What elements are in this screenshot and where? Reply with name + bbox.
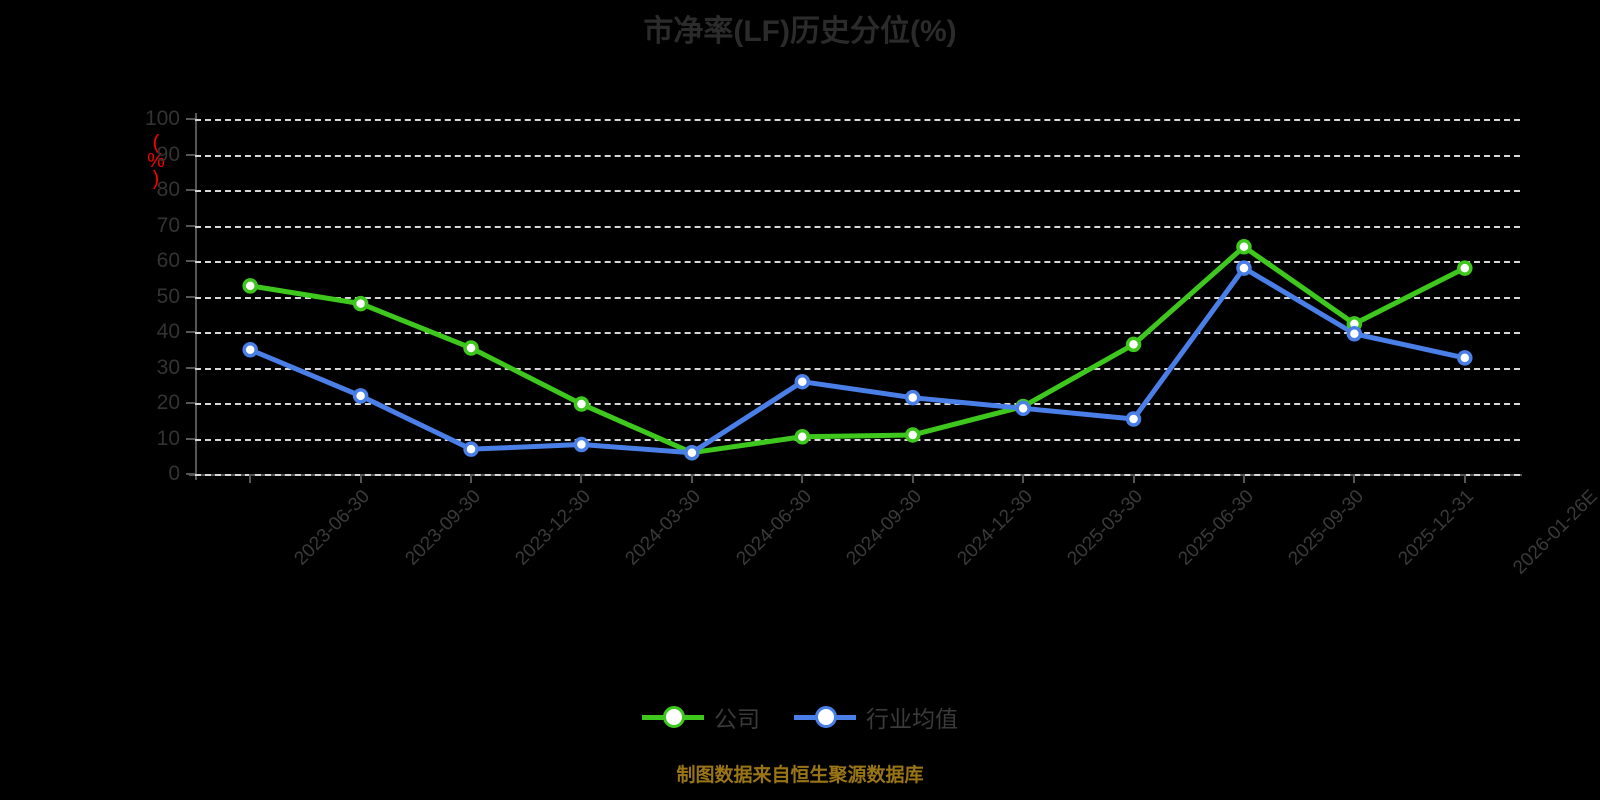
x-tick-mark-2023-09-30 bbox=[359, 474, 362, 483]
y-tick-mark-40 bbox=[186, 331, 196, 333]
y-tick-mark-80 bbox=[186, 189, 196, 191]
x-tick-mark-2025-03-30 bbox=[1022, 474, 1025, 483]
y-tick-mark-100 bbox=[186, 118, 196, 120]
gridline-60 bbox=[195, 261, 1520, 263]
x-tick-mark-2023-06-30 bbox=[249, 474, 252, 483]
chart-title: 市净率(LF)历史分位(%) bbox=[643, 15, 957, 48]
gridline-20 bbox=[195, 403, 1520, 405]
x-tick-mark-2026-01-26E bbox=[1463, 474, 1466, 483]
y-tick-mark-10 bbox=[186, 437, 196, 440]
gridline-30 bbox=[195, 367, 1520, 370]
data-point-marker[interactable] bbox=[1457, 260, 1473, 276]
data-point-marker[interactable] bbox=[794, 428, 811, 445]
data-point-marker[interactable] bbox=[794, 373, 811, 390]
y-tick-label-20: 20 bbox=[156, 391, 180, 414]
data-point-marker[interactable] bbox=[573, 396, 590, 412]
legend-swatch-icon bbox=[794, 706, 856, 728]
data-point-marker[interactable] bbox=[463, 441, 479, 457]
y-tick-mark-70 bbox=[186, 224, 196, 227]
plot-area bbox=[195, 119, 1520, 476]
x-tick-label-2026-01-26E: 2026-01-26E bbox=[1508, 486, 1600, 579]
gridline-50 bbox=[195, 296, 1520, 299]
x-tick-label-2023-06-30: 2023-06-30 bbox=[290, 486, 375, 570]
legend-marker-dot bbox=[815, 706, 837, 728]
y-tick-mark-60 bbox=[186, 260, 196, 262]
x-tick-mark-2024-03-30 bbox=[580, 474, 583, 483]
legend-label: 行业均值 bbox=[866, 706, 958, 732]
data-point-marker[interactable] bbox=[242, 342, 258, 358]
chart-legend: 公司 行业均值 bbox=[0, 700, 1600, 734]
x-tick-label-2024-09-30: 2024-09-30 bbox=[842, 486, 927, 570]
data-point-marker[interactable] bbox=[1015, 400, 1031, 417]
series-line-1 bbox=[247, 265, 1468, 456]
series-line-0 bbox=[247, 244, 1468, 456]
data-point-marker[interactable] bbox=[352, 388, 369, 404]
source-annotation: 制图数据来自恒生聚源数据库 bbox=[676, 765, 924, 786]
data-point-marker[interactable] bbox=[1346, 326, 1363, 342]
y-tick-label-90: 90 bbox=[156, 142, 180, 166]
data-point-marker[interactable] bbox=[573, 436, 590, 453]
y-tick-mark-30 bbox=[186, 366, 196, 369]
data-point-marker[interactable] bbox=[1236, 260, 1252, 276]
legend-item-0[interactable]: 公司 bbox=[642, 700, 760, 734]
y-axis-unit-label: (%) bbox=[145, 132, 167, 186]
y-tick-label-70: 70 bbox=[156, 213, 180, 237]
data-point-marker[interactable] bbox=[1236, 239, 1252, 255]
y-tick-label-100: 100 bbox=[144, 107, 180, 130]
y-tick-label-80: 80 bbox=[156, 178, 180, 201]
y-tick-mark-20 bbox=[186, 402, 196, 404]
x-tick-label-2024-06-30: 2024-06-30 bbox=[732, 486, 816, 570]
y-tick-mark-90 bbox=[186, 153, 196, 156]
gridline-70 bbox=[195, 225, 1520, 228]
data-point-marker[interactable] bbox=[1125, 411, 1142, 427]
gridline-40 bbox=[195, 332, 1520, 334]
gridline-100 bbox=[195, 119, 1520, 121]
data-point-marker[interactable] bbox=[684, 444, 700, 461]
series-lines bbox=[242, 239, 1473, 461]
x-tick-mark-2025-12-31 bbox=[1353, 474, 1356, 483]
legend-marker-dot bbox=[663, 706, 685, 728]
data-point-marker[interactable] bbox=[242, 278, 258, 294]
gridline-90 bbox=[195, 154, 1520, 157]
data-point-marker[interactable] bbox=[352, 295, 369, 312]
y-tick-label-10: 10 bbox=[156, 426, 180, 450]
y-tick-label-40: 40 bbox=[156, 320, 180, 343]
x-tick-mark-2024-06-30 bbox=[690, 474, 693, 483]
data-point-marker[interactable] bbox=[904, 427, 921, 443]
x-tick-label-2025-12-31: 2025-12-31 bbox=[1394, 486, 1479, 570]
x-tick-mark-2024-12-30 bbox=[911, 474, 914, 483]
legend-label: 公司 bbox=[714, 706, 760, 732]
gridline-10 bbox=[195, 438, 1520, 441]
legend-item-1[interactable]: 行业均值 bbox=[794, 700, 958, 734]
legend-swatch-icon bbox=[642, 706, 704, 728]
x-tick-label-2023-12-30: 2023-12-30 bbox=[511, 486, 596, 570]
data-point-marker[interactable] bbox=[1125, 336, 1142, 353]
y-tick-mark-50 bbox=[186, 295, 196, 298]
data-point-marker[interactable] bbox=[904, 389, 921, 406]
x-tick-label-2024-12-30: 2024-12-30 bbox=[953, 486, 1037, 570]
y-tick-label-50: 50 bbox=[156, 284, 180, 308]
data-point-marker[interactable] bbox=[463, 340, 479, 356]
x-tick-mark-2025-09-30 bbox=[1242, 474, 1245, 483]
x-tick-label-2023-09-30: 2023-09-30 bbox=[401, 486, 485, 570]
gridline-0 bbox=[195, 474, 1520, 476]
x-tick-label-2025-06-30: 2025-06-30 bbox=[1174, 486, 1258, 570]
y-tick-label-30: 30 bbox=[156, 355, 180, 379]
y-tick-label-0: 0 bbox=[168, 462, 180, 485]
x-tick-mark-2025-06-30 bbox=[1132, 474, 1135, 483]
x-tick-label-2024-03-30: 2024-03-30 bbox=[621, 486, 706, 570]
x-tick-mark-2023-12-30 bbox=[470, 474, 473, 483]
data-point-marker[interactable] bbox=[1457, 350, 1473, 366]
y-tick-label-60: 60 bbox=[156, 249, 180, 272]
x-tick-label-2025-09-30: 2025-09-30 bbox=[1284, 486, 1369, 570]
x-tick-label-2025-03-30: 2025-03-30 bbox=[1063, 486, 1148, 570]
x-tick-mark-2024-09-30 bbox=[801, 474, 804, 483]
gridline-80 bbox=[195, 190, 1520, 192]
